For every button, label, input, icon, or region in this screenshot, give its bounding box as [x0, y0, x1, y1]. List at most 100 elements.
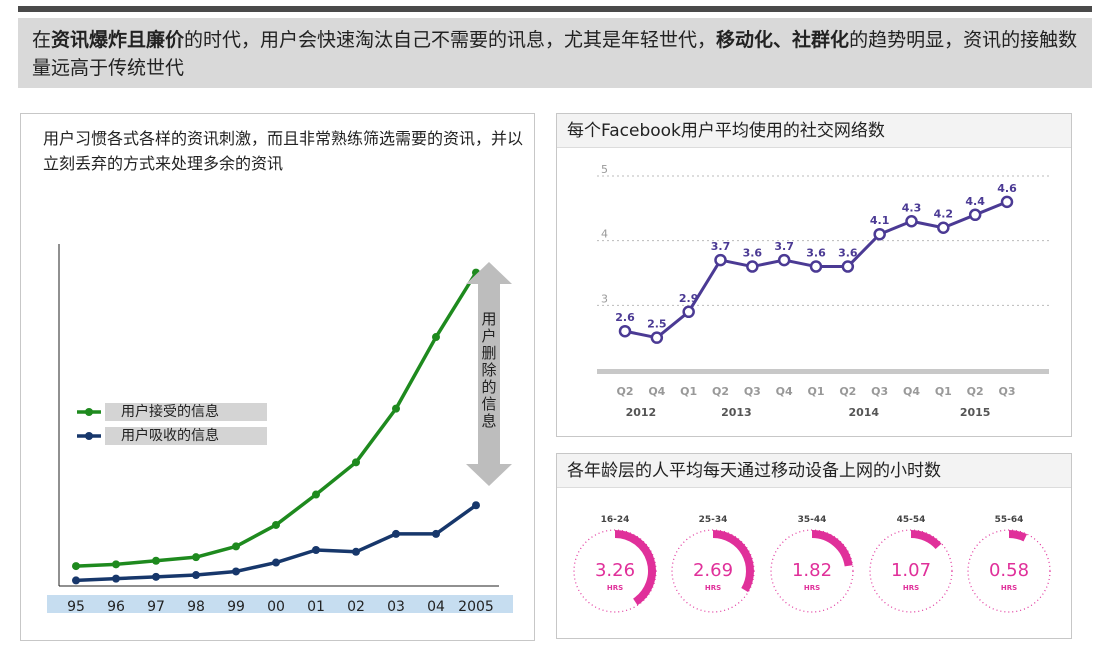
x-tick-label: 97	[147, 599, 165, 615]
data-point	[392, 529, 400, 538]
y-tick-label: 4	[601, 228, 608, 241]
hours-value: 2.69	[693, 560, 733, 581]
data-point	[682, 305, 695, 319]
data-point	[152, 556, 160, 565]
data-point	[432, 333, 440, 342]
data-label: 3.7	[711, 240, 731, 253]
y-tick-label: 5	[601, 163, 608, 176]
data-point	[272, 520, 280, 529]
x-tick-label: Q4	[903, 385, 920, 398]
x-axis-band	[597, 369, 1049, 374]
data-label: 3.6	[838, 247, 858, 260]
hours-arc	[1008, 530, 1028, 542]
headline-text-1: 在	[32, 29, 52, 51]
data-point	[192, 553, 200, 562]
x-tick-label: Q2	[712, 385, 729, 398]
data-point	[937, 221, 950, 234]
legend-received-marker	[85, 408, 93, 416]
age-group-label: 16-24	[601, 515, 630, 525]
data-point	[472, 501, 480, 510]
year-label: 2012	[626, 406, 657, 419]
mobile-hours-panel: 各年龄层的人平均每天通过移动设备上网的小时数 16-24 3.26 HRS 25-34…	[556, 453, 1072, 639]
data-label: 4.4	[965, 195, 985, 208]
hours-unit: HRS	[705, 584, 721, 592]
x-tick-label: Q2	[967, 385, 984, 398]
x-tick-label: Q2	[839, 385, 856, 398]
hours-unit: HRS	[903, 584, 919, 592]
data-point	[432, 529, 440, 538]
headline-bold-1: 资讯爆炸且廉价	[51, 29, 185, 51]
year-label: 2015	[960, 406, 991, 419]
x-tick-label: 04	[427, 599, 445, 615]
data-label: 3.7	[774, 240, 794, 253]
y-tick-label: 3	[601, 292, 608, 305]
data-label: 2.9	[679, 292, 699, 305]
data-point	[232, 542, 240, 551]
data-label: 2.5	[647, 318, 667, 331]
x-tick-label: Q3	[871, 385, 888, 398]
facebook-networks-panel: 每个Facebook用户平均使用的社交网络数 3 4 5 2.6 2.5 2.9 3.7 3.…	[556, 113, 1072, 437]
data-point	[152, 572, 160, 581]
x-tick-label: Q1	[935, 385, 952, 398]
x-tick-label: 96	[107, 599, 125, 615]
data-point	[392, 404, 400, 413]
mobile-hours-title: 各年龄层的人平均每天通过移动设备上网的小时数	[557, 454, 1071, 488]
legend-absorbed-marker	[85, 432, 93, 440]
mobile-hours-chart: 16-24 3.26 HRS 25-34 2.69 HRS 35-44 1.82 HRS 45-5…	[573, 515, 1051, 613]
x-tick-label: 01	[307, 599, 325, 615]
data-label: 3.6	[743, 247, 763, 260]
data-point	[650, 331, 664, 344]
data-point	[905, 215, 918, 228]
age-group-label: 35-44	[798, 515, 827, 525]
data-point	[841, 260, 855, 273]
hours-arc	[811, 530, 853, 567]
x-tick-label: Q2	[616, 385, 633, 398]
data-point	[72, 562, 80, 571]
data-point	[352, 547, 360, 556]
hours-unit: HRS	[804, 584, 820, 592]
data-point	[618, 324, 632, 338]
x-tick-label: Q4	[648, 385, 665, 398]
headline-banner: 在资讯爆炸且廉价的时代，用户会快速淘汰自己不需要的讯息，尤其是年轻世代，移动化、…	[18, 18, 1092, 88]
x-tick-label: 2005	[458, 599, 494, 615]
hours-unit: HRS	[1001, 584, 1017, 592]
data-label: 3.6	[806, 247, 826, 260]
x-tick-label: 02	[347, 599, 365, 615]
legend-received: 用户接受的信息	[105, 403, 267, 421]
x-tick-label: Q3	[998, 385, 1015, 398]
facebook-networks-chart: 3 4 5 2.6 2.5 2.9 3.7 3.6 3.7 3.6 3.6 4.1 4.3 4.2 4.4 4…	[597, 163, 1049, 419]
data-point	[352, 458, 360, 467]
year-label: 2013	[721, 406, 752, 419]
info-growth-chart: 95 96 97 98 99 00 01 02 03 04 2005 用户删除的信息	[47, 244, 513, 615]
hours-unit: HRS	[607, 584, 623, 592]
data-point	[112, 574, 120, 583]
data-label: 4.2	[934, 208, 954, 221]
data-label: 4.1	[870, 214, 890, 227]
info-growth-panel: 用户习惯各式各样的资讯刺激，而且非常熟练筛选需要的资讯，并以立刻丢弃的方式来处理…	[20, 113, 535, 641]
data-point	[968, 208, 982, 222]
legend-absorbed-label: 用户吸收的信息	[121, 428, 219, 444]
data-point	[72, 576, 80, 585]
data-point	[192, 571, 200, 580]
data-point	[312, 490, 320, 499]
data-label: 4.3	[902, 201, 922, 214]
hours-value: 1.82	[792, 560, 832, 581]
data-point	[272, 558, 280, 567]
data-point	[746, 260, 759, 273]
legend-received-label: 用户接受的信息	[121, 404, 219, 420]
hours-arc	[712, 530, 754, 593]
data-point	[714, 253, 727, 267]
info-growth-description: 用户习惯各式各样的资讯刺激，而且非常熟练筛选需要的资讯，并以立刻丢弃的方式来处理…	[43, 129, 524, 173]
data-label: 2.6	[615, 311, 635, 324]
data-point	[809, 260, 823, 273]
age-group-label: 25-34	[699, 515, 728, 525]
x-tick-label: 99	[227, 599, 245, 615]
hours-arc	[910, 530, 942, 550]
arrow-label: 用户删除的信息	[481, 310, 496, 430]
age-group-label: 55-64	[995, 515, 1024, 525]
x-tick-label: 03	[387, 599, 405, 615]
data-point	[1000, 195, 1014, 209]
data-point	[777, 253, 791, 267]
hours-value: 1.07	[891, 560, 931, 581]
year-label: 2014	[848, 406, 879, 419]
